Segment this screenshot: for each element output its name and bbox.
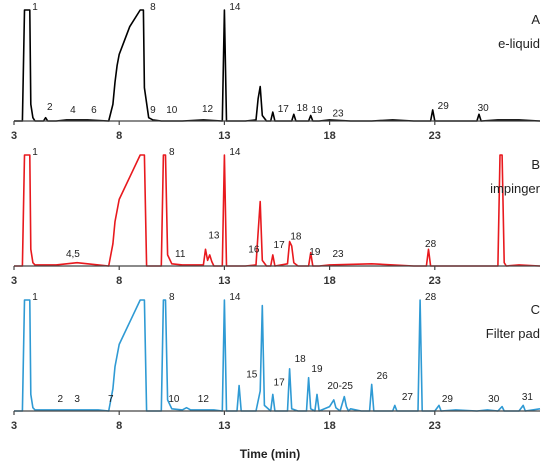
panel-letter: B [531,157,540,172]
peak-label: 18 [295,354,307,365]
peak-label: 19 [311,364,323,375]
panel-letter: C [531,302,540,317]
x-tick-label: 13 [218,130,230,142]
peak-label: 19 [311,105,323,116]
peak-label: 14 [229,147,241,158]
peak-label: 3 [74,394,80,405]
peak-label: 14 [229,292,241,303]
x-tick-label: 3 [11,275,17,287]
peak-label: 12 [202,104,214,115]
peak-label: 17 [278,104,290,115]
peak-label: 17 [274,240,286,251]
peak-label: 1 [32,2,38,13]
x-tick-label: 13 [218,275,230,287]
peak-label: 10 [166,105,178,116]
peak-label: 12 [198,394,210,405]
x-tick-label: 23 [429,275,441,287]
x-tick-label: 23 [429,420,441,432]
x-tick-label: 23 [429,130,441,142]
peak-label: 28 [425,239,437,250]
peak-label: 23 [332,249,344,260]
peak-label: 6 [91,105,97,116]
x-tick-label: 3 [11,420,17,432]
x-tick-label: 18 [323,275,335,287]
peak-label: 1 [32,147,38,158]
peak-label: 20-25 [327,381,353,392]
x-tick-label: 8 [116,275,122,287]
peak-label: 19 [309,247,321,258]
panel-title: Filter pad [486,326,540,341]
x-tick-label: 8 [116,420,122,432]
x-axis-title: Time (min) [240,447,300,461]
peak-label: 15 [246,370,258,381]
peak-label: 28 [425,292,437,303]
panel-title: e-liquid [498,36,540,51]
peak-label: 16 [248,245,260,256]
peak-label: 27 [402,392,414,403]
peak-label: 2 [58,394,64,405]
peak-label: 14 [229,2,241,13]
peak-label: 10 [168,394,180,405]
peak-label: 23 [332,109,344,120]
chromatogram-trace-c [14,299,541,412]
panel-letter: A [531,12,540,27]
peak-label: 9 [150,105,156,116]
peak-label: 17 [274,377,286,388]
peak-label: 18 [290,231,302,242]
x-tick-label: 3 [11,130,17,142]
peak-label: 4 [70,105,76,116]
peak-label: 7 [108,394,114,405]
peak-label: 13 [208,230,220,241]
peak-label: 8 [169,292,175,303]
peak-label: 29 [438,101,450,112]
peak-label: 2 [47,102,53,113]
peak-label: 29 [442,394,454,405]
peak-label: 8 [150,2,156,13]
x-tick-label: 18 [323,420,335,432]
x-tick-label: 18 [323,130,335,142]
x-tick-label: 8 [116,130,122,142]
peak-label: 26 [377,371,389,382]
peak-label: 11 [175,249,186,260]
peak-label: 4,5 [66,249,80,260]
peak-label: 30 [488,394,500,405]
peak-label: 1 [32,292,38,303]
peak-label: 8 [169,147,175,158]
panel-title: impinger [490,181,541,196]
x-tick-label: 13 [218,420,230,432]
peak-label: 31 [522,392,534,403]
peak-label: 30 [478,103,490,114]
peak-label: 18 [297,103,309,114]
